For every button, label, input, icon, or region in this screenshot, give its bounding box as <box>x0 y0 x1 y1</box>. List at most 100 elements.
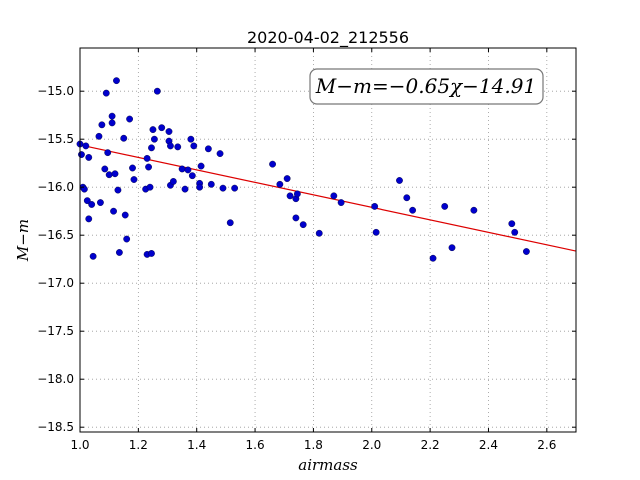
data-point <box>88 201 96 208</box>
data-point <box>114 186 122 194</box>
y-tick-label: −17.5 <box>37 324 74 338</box>
data-point <box>89 252 97 260</box>
data-point <box>441 202 449 210</box>
data-point <box>204 145 212 153</box>
data-point <box>188 172 196 180</box>
data-point <box>165 128 173 135</box>
data-point <box>148 144 155 152</box>
x-tick-label: 2.2 <box>421 438 440 452</box>
x-tick-label: 2.0 <box>362 438 381 452</box>
data-point <box>98 121 106 129</box>
data-point <box>121 211 129 219</box>
y-tick-label: −18.0 <box>37 372 74 386</box>
data-point <box>396 177 403 184</box>
data-point <box>523 248 530 255</box>
annotation-box <box>309 68 544 105</box>
data-point <box>286 192 294 200</box>
data-point <box>167 142 174 150</box>
fit-equation: M−m=−0.65χ−14.91 <box>315 74 536 98</box>
data-point <box>97 199 104 206</box>
data-point <box>102 89 110 97</box>
data-point <box>207 180 215 188</box>
grid-lines <box>79 48 576 432</box>
data-points <box>76 77 530 262</box>
x-tick-label: 2.4 <box>479 438 498 452</box>
data-point <box>108 112 116 120</box>
data-point <box>429 254 437 262</box>
data-point <box>226 219 234 227</box>
data-point <box>123 235 131 243</box>
y-tick-label: −17.0 <box>37 276 74 290</box>
data-point <box>372 228 380 236</box>
data-point <box>149 126 157 134</box>
data-point <box>110 207 117 215</box>
data-point <box>115 249 123 256</box>
data-point <box>269 160 276 168</box>
y-tick-label: −15.5 <box>37 132 74 146</box>
data-point <box>120 134 128 142</box>
data-point <box>292 214 300 222</box>
data-point <box>104 149 112 157</box>
data-point <box>85 154 93 161</box>
y-axis-ticks: −15.0 −15.5 −16.0 −16.5 −17.0 −17.5 −18.0 −18.5 <box>37 84 576 434</box>
x-tick-label: 1.4 <box>187 438 206 452</box>
fit-annotation: M−m=−0.65χ−14.91 <box>309 68 544 105</box>
data-point <box>105 171 113 179</box>
data-point <box>330 192 338 200</box>
x-tick-label: 1.6 <box>246 438 265 452</box>
y-tick-label: −16.5 <box>37 228 74 242</box>
data-point <box>337 199 345 206</box>
y-tick-label: −15.0 <box>37 84 74 98</box>
data-point <box>181 185 189 193</box>
data-point <box>83 197 91 205</box>
data-point <box>143 154 151 162</box>
x-axis-label: airmass <box>298 456 358 474</box>
data-point <box>178 165 186 173</box>
data-point <box>231 184 239 192</box>
data-point <box>315 229 323 237</box>
data-point <box>153 87 161 95</box>
data-point <box>78 151 85 158</box>
x-tick-label: 1.2 <box>129 438 148 452</box>
data-point <box>113 77 120 85</box>
data-point <box>150 135 158 143</box>
y-tick-label: −16.0 <box>37 180 74 194</box>
plot-frame <box>79 47 577 433</box>
data-point <box>174 143 182 151</box>
data-point <box>158 124 166 132</box>
x-tick-label: 1.8 <box>304 438 323 452</box>
data-point <box>190 142 198 150</box>
data-point <box>108 119 116 127</box>
data-point <box>403 194 411 202</box>
data-point <box>371 202 379 210</box>
data-point <box>508 220 516 228</box>
data-point <box>448 244 456 252</box>
data-point <box>148 250 155 257</box>
data-point <box>126 115 134 123</box>
fit-line-layer <box>79 144 577 252</box>
data-point <box>111 170 119 178</box>
data-point <box>187 135 195 143</box>
data-point <box>146 183 154 191</box>
data-point <box>196 183 204 191</box>
x-axis-ticks: 1.0 1.2 1.4 1.6 1.8 2.0 2.2 2.4 2.6 <box>70 48 556 452</box>
data-point <box>129 164 136 172</box>
data-point <box>219 184 227 192</box>
data-point <box>85 215 93 223</box>
data-point <box>130 176 138 183</box>
data-point <box>511 228 519 236</box>
data-point <box>95 132 103 140</box>
y-axis-label: M−m <box>14 219 32 262</box>
data-point <box>145 163 152 171</box>
fit-line <box>79 144 577 252</box>
data-point <box>276 180 284 188</box>
x-tick-label: 1.0 <box>70 438 89 452</box>
data-point <box>299 221 307 229</box>
data-point <box>184 166 192 174</box>
data-point <box>169 178 177 185</box>
data-point <box>101 165 109 173</box>
x-tick-label: 2.6 <box>537 438 556 452</box>
data-point <box>470 206 478 214</box>
data-point <box>293 190 301 198</box>
